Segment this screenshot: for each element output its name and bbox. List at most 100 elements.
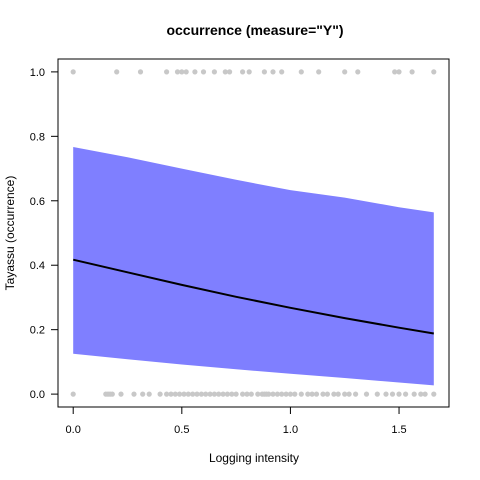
observation-point-absent — [422, 391, 428, 397]
observation-point-absent — [224, 391, 230, 397]
observation-point-absent — [233, 391, 239, 397]
observation-point-absent — [383, 391, 389, 397]
observation-point-absent — [185, 391, 191, 397]
confidence-band — [73, 147, 434, 386]
observation-points-layer — [70, 69, 437, 397]
observation-point-present — [222, 69, 228, 75]
observation-point-absent — [274, 391, 280, 397]
observation-point-present — [183, 69, 189, 75]
y-axis: 0.0 0.2 0.4 0.6 0.8 1.0 — [30, 67, 59, 401]
observation-point-present — [261, 69, 267, 75]
observation-point-absent — [140, 391, 146, 397]
observation-point-present — [316, 69, 322, 75]
observation-point-absent — [324, 391, 330, 397]
observation-point-absent — [431, 391, 437, 397]
observation-point-absent — [403, 391, 409, 397]
observation-point-present — [392, 69, 398, 75]
observation-point-absent — [194, 391, 200, 397]
y-tick-label: 0.0 — [30, 389, 45, 401]
observation-point-absent — [279, 391, 285, 397]
observation-point-absent — [207, 391, 213, 397]
observation-point-present — [396, 69, 402, 75]
x-tick-label: 0.0 — [66, 424, 81, 436]
observation-point-absent — [283, 391, 289, 397]
observation-point-absent — [190, 391, 196, 397]
observation-point-absent — [172, 391, 178, 397]
x-axis: 0.0 0.5 1.0 1.5 — [66, 406, 407, 436]
observation-point-present — [211, 69, 217, 75]
fit-line-layer — [72, 258, 434, 335]
observation-point-absent — [240, 391, 246, 397]
x-tick-label: 1.0 — [283, 424, 298, 436]
confidence-band-layer — [73, 147, 434, 386]
observation-point-absent — [118, 391, 124, 397]
observation-point-present — [174, 69, 181, 75]
observation-point-absent — [198, 391, 204, 397]
observation-point-absent — [203, 391, 209, 397]
observation-point-present — [137, 69, 144, 75]
observation-point-present — [114, 69, 120, 75]
x-tick-label: 0.5 — [174, 424, 189, 436]
y-axis-label: Tayassu (occurrence) — [3, 176, 17, 291]
observation-point-absent — [313, 391, 320, 397]
fit-line — [72, 258, 434, 335]
y-tick-label: 0.4 — [30, 260, 45, 272]
observation-point-absent — [146, 391, 152, 397]
observation-point-absent — [131, 391, 137, 397]
observation-point-present — [246, 69, 252, 75]
y-tick-label: 0.2 — [30, 325, 45, 337]
observation-point-absent — [177, 391, 183, 397]
observation-point-present — [164, 69, 170, 75]
y-tick-label: 0.6 — [30, 196, 45, 208]
observation-point-absent — [216, 391, 222, 397]
observation-point-absent — [266, 391, 272, 397]
observation-point-present — [355, 69, 361, 75]
observation-point-absent — [244, 391, 250, 397]
observation-point-absent — [164, 391, 170, 397]
observation-point-absent — [229, 391, 235, 397]
observation-point-absent — [320, 391, 326, 397]
observation-point-absent — [211, 391, 217, 397]
observation-point-present — [298, 69, 304, 75]
observation-point-present — [179, 69, 185, 75]
observation-point-absent — [270, 391, 276, 397]
observation-point-present — [227, 69, 233, 75]
observation-point-present — [431, 69, 437, 75]
observation-point-present — [192, 69, 198, 75]
observation-point-absent — [309, 391, 315, 397]
chart-title: occurrence (measure="Y") — [166, 22, 343, 38]
observation-point-absent — [389, 391, 396, 397]
observation-point-present — [200, 69, 207, 75]
observation-point-absent — [248, 391, 254, 397]
observation-point-absent — [181, 391, 187, 397]
x-axis-label: Logging intensity — [209, 451, 299, 465]
observation-point-absent — [298, 391, 304, 397]
observation-point-absent — [396, 391, 402, 397]
observation-point-absent — [353, 391, 359, 397]
observation-point-absent — [363, 391, 370, 397]
observation-point-absent — [168, 391, 174, 397]
y-tick-label: 1.0 — [30, 67, 45, 79]
observation-point-absent — [418, 391, 424, 397]
x-tick-label: 1.5 — [391, 424, 406, 436]
observation-point-absent — [287, 391, 293, 397]
observation-point-present — [240, 69, 246, 75]
observation-point-absent — [305, 391, 311, 397]
observation-point-present — [279, 69, 285, 75]
observation-point-absent — [331, 391, 337, 397]
observation-point-absent — [70, 391, 76, 397]
y-tick-label: 0.8 — [30, 131, 45, 143]
observation-point-absent — [346, 391, 352, 397]
observation-point-absent — [220, 391, 226, 397]
observation-point-present — [70, 69, 76, 75]
observation-point-absent — [374, 391, 380, 397]
observation-point-present — [409, 69, 415, 75]
observation-point-absent — [109, 391, 115, 397]
observation-point-absent — [157, 391, 163, 397]
observation-point-absent — [292, 391, 298, 397]
observation-point-present — [270, 69, 276, 75]
observation-point-absent — [411, 391, 417, 397]
plot-area — [57, 58, 450, 408]
observation-point-absent — [335, 391, 341, 397]
